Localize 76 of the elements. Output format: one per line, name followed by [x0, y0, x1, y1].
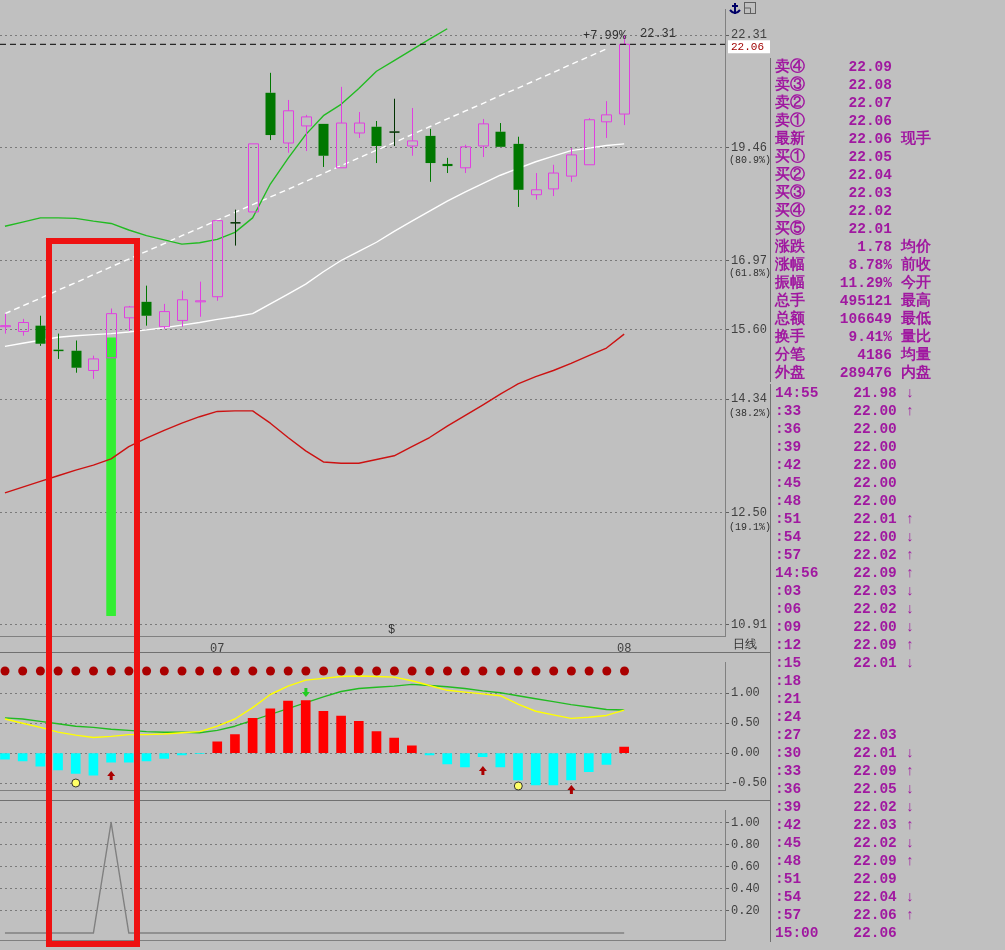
text: 卖③ 22.08: [774, 76, 893, 94]
text: :51 22.09: [774, 870, 898, 888]
text: 总额 106649 最低: [773, 310, 932, 328]
text: :42 22.03 ↑: [774, 816, 916, 834]
y-tick-label: 1.00: [731, 686, 760, 701]
y-tick-label: 0.50: [731, 716, 760, 731]
text: :57 22.06 ↑: [774, 906, 916, 924]
text: (80.9%): [729, 154, 772, 166]
y-tick-label: -0.50: [731, 776, 768, 791]
y-tick-label: 14.34: [731, 392, 768, 407]
y-tick-label: 15.60: [731, 323, 768, 338]
y-tick-label: 12.50: [731, 505, 768, 520]
text: 15:00 22.06: [774, 924, 898, 942]
x-tick-label: 08: [616, 642, 632, 657]
y-tick-label: 0.40: [731, 881, 760, 896]
y-tick-label: 10.91: [731, 617, 768, 632]
text: 外盘 289476 内盘: [774, 364, 932, 382]
y-tick-label: 0.00: [731, 746, 760, 761]
text: :39 22.00: [774, 438, 898, 456]
text: 涨幅 8.78% 前收: [774, 256, 932, 274]
text: 卖④ 22.09: [774, 58, 893, 76]
y-tick-label: 0.20: [731, 904, 760, 919]
text: :27 22.03: [774, 726, 898, 744]
ref-line-label: 22.06: [731, 40, 765, 53]
annotation: +7.99%: [583, 29, 628, 44]
text: 振幅 11.29% 今开: [774, 274, 932, 292]
y-tick-label: 0.80: [731, 837, 760, 852]
text: :30 22.01 ↓: [774, 744, 916, 762]
text: (19.1%): [729, 521, 772, 533]
text: :39 22.02 ↓: [774, 798, 916, 816]
text: :45 22.00: [774, 474, 898, 492]
text: :54 22.04 ↓: [774, 888, 916, 906]
text: 卖② 22.07: [774, 94, 893, 112]
text: :12 22.09 ↑: [774, 636, 916, 654]
text: 总手 495121 最高: [773, 292, 932, 310]
text: :33 22.00 ↑: [774, 402, 916, 420]
text: :33 22.09 ↑: [774, 762, 916, 780]
text: :24: [774, 708, 803, 726]
text: :57 22.02 ↑: [774, 546, 916, 564]
annotation: $: [388, 623, 396, 638]
y-tick-label: 1.00: [731, 815, 760, 830]
text: 买① 22.05: [774, 148, 893, 166]
text: :18: [774, 672, 803, 690]
text: 涨跌 1.78 均价: [774, 238, 932, 256]
text: :48 22.09 ↑: [774, 852, 916, 870]
text: :48 22.00: [774, 492, 898, 510]
text: :15 22.01 ↓: [774, 654, 916, 672]
y-tick-label: 16.97: [731, 253, 768, 268]
y-tick-label: 0.60: [731, 859, 760, 874]
text: 14:56 22.09 ↑: [774, 564, 916, 582]
text: :51 22.01 ↑: [774, 510, 916, 528]
text: 买④ 22.02: [774, 202, 893, 220]
text: 14:55 21.98 ↓: [774, 384, 916, 402]
text: 买③ 22.03: [774, 184, 893, 202]
text: 22.31: [640, 27, 677, 42]
text: :36 22.00: [774, 420, 898, 438]
text: (38.2%): [729, 407, 772, 419]
text: 日线: [733, 638, 757, 653]
text: 换手 9.41% 量比: [774, 328, 932, 346]
text: 卖① 22.06: [774, 112, 893, 130]
x-tick-label: 07: [210, 642, 225, 657]
text: :42 22.00: [774, 456, 898, 474]
text: :03 22.03 ↓: [774, 582, 916, 600]
text: :54 22.00 ↓: [774, 528, 916, 546]
text: :21: [774, 690, 803, 708]
y-tick-label: 19.46: [731, 140, 768, 155]
text: 最新 22.06 现手: [774, 130, 932, 148]
text: 分笔 4186 均量: [774, 346, 932, 364]
text: 买② 22.04: [774, 166, 893, 184]
text: (61.8%): [729, 267, 772, 279]
text: :09 22.00 ↓: [774, 618, 916, 636]
y-tick-label: 22.31: [731, 28, 768, 43]
text: :36 22.05 ↓: [774, 780, 916, 798]
text: 买⑤ 22.01: [774, 220, 893, 238]
text: :45 22.02 ↓: [774, 834, 916, 852]
text: :06 22.02 ↓: [774, 600, 916, 618]
